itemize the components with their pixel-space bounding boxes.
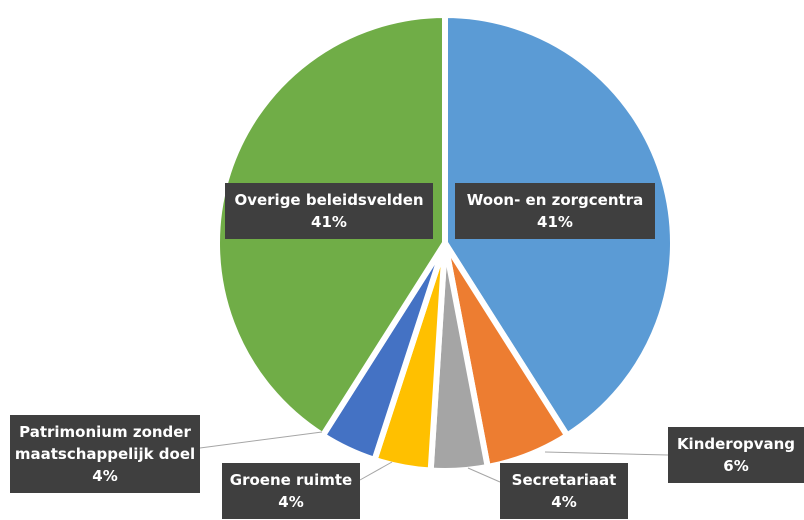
leader-line (467, 467, 501, 483)
label-name: Kinderopvang (676, 435, 796, 453)
slices (214, 12, 676, 474)
label-name: Woon- en zorgcentra (466, 191, 644, 209)
label-value: 6% (723, 457, 749, 475)
label-name: Groene ruimte (229, 471, 353, 489)
leader-line (359, 461, 393, 481)
label-name: Overige beleidsvelden (234, 191, 424, 209)
data-label: Overige beleidsvelden 41% (225, 183, 433, 239)
label-name: Patrimonium zonder maatschappelijk doel (14, 423, 196, 463)
label-value: 4% (551, 493, 577, 511)
leader-line (544, 451, 669, 456)
label-name: Secretariaat (511, 471, 617, 489)
label-value: 41% (311, 213, 347, 231)
leader-lines (199, 431, 669, 483)
label-value: 4% (92, 467, 118, 485)
data-label: Groene ruimte 4% (222, 463, 360, 519)
data-label: Kinderopvang 6% (668, 427, 804, 483)
label-value: 4% (278, 493, 304, 511)
data-label: Patrimonium zonder maatschappelijk doel 4… (10, 415, 200, 493)
data-label: Woon- en zorgcentra 41% (455, 183, 655, 239)
data-label: Secretariaat 4% (500, 463, 628, 519)
leader-line (199, 431, 323, 449)
label-value: 41% (537, 213, 573, 231)
